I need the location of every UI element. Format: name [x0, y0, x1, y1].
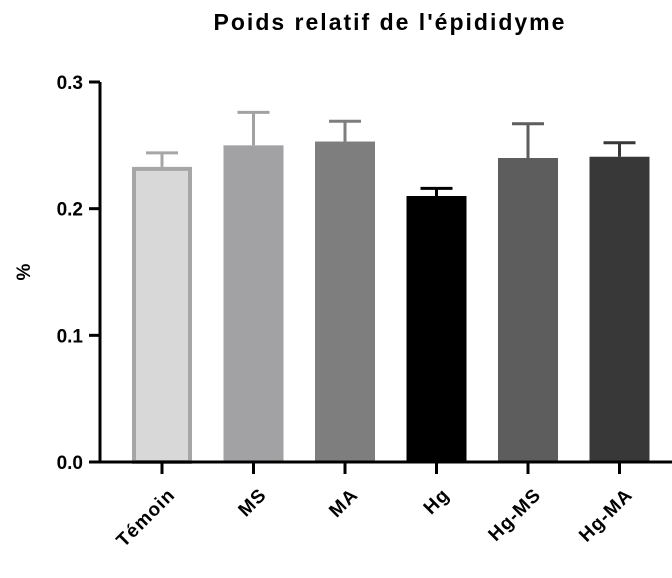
chart-title: Poids relatif de l'épididyme [214, 9, 567, 35]
x-tick-label: Hg-MA [575, 485, 637, 547]
y-tick-label: 0.0 [57, 453, 83, 474]
axes-group [98, 82, 672, 464]
bars-group [132, 141, 650, 464]
x-tick-label: Témoin [113, 485, 180, 552]
bar-ma [315, 141, 375, 463]
bar-hg [406, 196, 467, 462]
y-tick-label: 0.3 [57, 73, 83, 94]
y-tick-label: 0.2 [57, 200, 83, 221]
x-tick-label: MS [235, 485, 271, 521]
bar-t-moin [132, 166, 192, 464]
x-tick-label: Hg-MS [485, 485, 546, 546]
y-ticks-group: 0.0 0.1 0.2 0.3 [57, 73, 100, 474]
bar-hg-ms [498, 158, 558, 462]
x-tick-label: Hg [420, 485, 454, 519]
bar-hg-ma [589, 156, 650, 462]
y-tick-label: 0.1 [57, 326, 84, 347]
y-axis-label: % [14, 263, 35, 280]
bar-ms [223, 145, 284, 463]
error-bars-group [146, 110, 636, 196]
x-ticks-group: Témoin MS MA Hg Hg-MS Hg-MA [113, 462, 637, 552]
x-tick-label: MA [325, 485, 362, 522]
